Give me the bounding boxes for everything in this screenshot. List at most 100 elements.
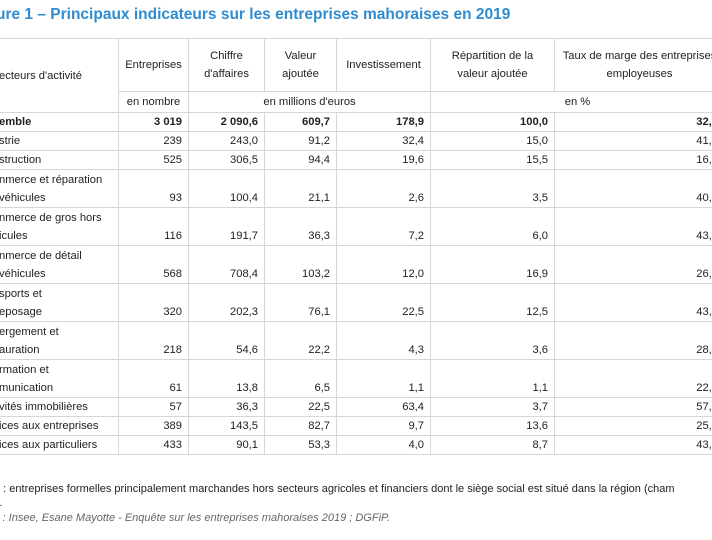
cell-value: 54,6 <box>188 321 265 360</box>
row-label: ergement et auration <box>0 321 119 360</box>
cell-value: 15,0 <box>430 131 555 151</box>
table-source: s : Insee, Esane Mayotte - Enquête sur l… <box>0 512 390 524</box>
cell-value: 57,6 <box>554 397 712 417</box>
cell-value: 525 <box>118 150 189 170</box>
cell-value: 9,7 <box>336 416 431 436</box>
figure-title: ure 1 – Principaux indicateurs sur les e… <box>0 6 511 23</box>
cell-value: 63,4 <box>336 397 431 417</box>
row-label: emble <box>0 112 119 132</box>
cell-value: 61 <box>118 359 189 398</box>
cell-value: 8,7 <box>430 435 555 455</box>
cell-value: 100,4 <box>188 169 265 208</box>
row-label: strie <box>0 131 119 151</box>
header-sector: ecteurs d'activité <box>0 38 119 113</box>
cell-value: 12,0 <box>336 245 431 284</box>
cell-value: 191,7 <box>188 207 265 246</box>
cell-value: 2,6 <box>336 169 431 208</box>
cell-value: 4,0 <box>336 435 431 455</box>
cell-value: 40,4 <box>554 169 712 208</box>
header-repartition: Répartition de la valeur ajoutée <box>430 38 555 92</box>
header-entreprises: Entreprises <box>118 38 189 92</box>
cell-value: 43,0 <box>554 435 712 455</box>
cell-value: 41,8 <box>554 131 712 151</box>
cell-value: 22,5 <box>336 283 431 322</box>
header-valeur-ajoutee: Valeur ajoutée <box>264 38 337 92</box>
row-label: ices aux entreprises <box>0 416 119 436</box>
table-row: ices aux particuliers 433 90,1 53,3 4,0 8,7 43… <box>0 435 712 455</box>
unit-money: en millions d'euros <box>188 91 431 113</box>
cell-value: 82,7 <box>264 416 337 436</box>
cell-value: 93 <box>118 169 189 208</box>
cell-value: 26,8 <box>554 245 712 284</box>
cell-value: 53,3 <box>264 435 337 455</box>
cell-value: 3,7 <box>430 397 555 417</box>
cell-value: 15,5 <box>430 150 555 170</box>
cell-value: 6,5 <box>264 359 337 398</box>
cell-value: 143,5 <box>188 416 265 436</box>
cell-value: 1,1 <box>336 359 431 398</box>
cell-value: 13,8 <box>188 359 265 398</box>
cell-value: 22,5 <box>264 397 337 417</box>
cell-value: 32,9 <box>554 112 712 132</box>
cell-value: 4,3 <box>336 321 431 360</box>
header-taux-marge: Taux de marge des entreprises employeuse… <box>554 38 712 92</box>
cell-value: 178,9 <box>336 112 431 132</box>
unit-percent: en % <box>430 91 712 113</box>
cell-value: 243,0 <box>188 131 265 151</box>
cell-value: 57 <box>118 397 189 417</box>
table-note: p : entreprises formelles principalement… <box>0 483 675 509</box>
cell-value: 76,1 <box>264 283 337 322</box>
cell-value: 100,0 <box>430 112 555 132</box>
cell-value: 389 <box>118 416 189 436</box>
cell-value: 7,2 <box>336 207 431 246</box>
cell-value: 218 <box>118 321 189 360</box>
cell-value: 116 <box>118 207 189 246</box>
cell-value: 36,3 <box>188 397 265 417</box>
cell-value: 32,4 <box>336 131 431 151</box>
cell-value: 43,1 <box>554 283 712 322</box>
row-label: struction <box>0 150 119 170</box>
cell-value: 103,2 <box>264 245 337 284</box>
cell-value: 239 <box>118 131 189 151</box>
cell-value: 3 019 <box>118 112 189 132</box>
cell-value: 16,3 <box>554 150 712 170</box>
cell-value: 16,9 <box>430 245 555 284</box>
row-label: nmerce de gros hors icules <box>0 207 119 246</box>
table-row: ices aux entreprises 389 143,5 82,7 9,7 13,6 2… <box>0 416 712 436</box>
table-row: nmerce de détail véhicules 568 708,4 103,2 12… <box>0 245 712 284</box>
header-chiffre-affaires: Chiffre d'affaires <box>188 38 265 92</box>
cell-value: 3,6 <box>430 321 555 360</box>
indicators-table: ecteurs d'activité Entreprises Chiffre d… <box>0 38 712 455</box>
cell-value: 19,6 <box>336 150 431 170</box>
cell-value: 90,1 <box>188 435 265 455</box>
cell-value: 708,4 <box>188 245 265 284</box>
cell-value: 91,2 <box>264 131 337 151</box>
cell-value: 202,3 <box>188 283 265 322</box>
cell-value: 21,1 <box>264 169 337 208</box>
cell-value: 306,5 <box>188 150 265 170</box>
row-label: nmerce de détail véhicules <box>0 245 119 284</box>
table-row: nmerce et réparation véhicules 93 100,4 21,1… <box>0 169 712 208</box>
cell-value: 22,3 <box>554 359 712 398</box>
cell-value: 433 <box>118 435 189 455</box>
cell-value: 568 <box>118 245 189 284</box>
cell-value: 36,3 <box>264 207 337 246</box>
row-label: vités immobilières <box>0 397 119 417</box>
row-label: nmerce et réparation véhicules <box>0 169 119 208</box>
cell-value: 28,6 <box>554 321 712 360</box>
cell-value: 25,0 <box>554 416 712 436</box>
table-row: nmerce de gros hors icules 116 191,7 36,3 7,2… <box>0 207 712 246</box>
cell-value: 6,0 <box>430 207 555 246</box>
cell-value: 13,6 <box>430 416 555 436</box>
cell-value: 2 090,6 <box>188 112 265 132</box>
cell-value: 94,4 <box>264 150 337 170</box>
cell-value: 12,5 <box>430 283 555 322</box>
cell-value: 609,7 <box>264 112 337 132</box>
